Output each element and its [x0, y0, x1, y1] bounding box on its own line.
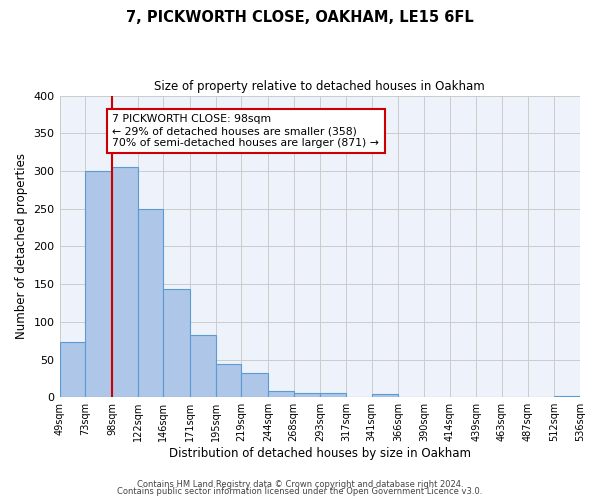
Bar: [163, 290, 190, 397]
X-axis label: Distribution of detached houses by size in Oakham: Distribution of detached houses by size …: [169, 447, 471, 460]
Title: Size of property relative to detached houses in Oakham: Size of property relative to detached ho…: [154, 80, 485, 93]
Bar: [137, 210, 163, 397]
Text: 7 PICKWORTH CLOSE: 98sqm
← 29% of detached houses are smaller (358)
70% of semi-: 7 PICKWORTH CLOSE: 98sqm ← 29% of detach…: [112, 114, 379, 148]
Bar: [59, 342, 85, 397]
Bar: [190, 334, 215, 397]
Bar: [268, 391, 293, 397]
Bar: [241, 373, 268, 397]
Bar: [85, 171, 112, 397]
Bar: [554, 396, 580, 397]
Bar: [112, 167, 137, 397]
Text: Contains public sector information licensed under the Open Government Licence v3: Contains public sector information licen…: [118, 487, 482, 496]
Text: 7, PICKWORTH CLOSE, OAKHAM, LE15 6FL: 7, PICKWORTH CLOSE, OAKHAM, LE15 6FL: [126, 10, 474, 25]
Bar: [320, 394, 346, 397]
Text: Contains HM Land Registry data © Crown copyright and database right 2024.: Contains HM Land Registry data © Crown c…: [137, 480, 463, 489]
Bar: [293, 394, 320, 397]
Bar: [215, 364, 241, 397]
Bar: [371, 394, 398, 397]
Y-axis label: Number of detached properties: Number of detached properties: [15, 154, 28, 340]
